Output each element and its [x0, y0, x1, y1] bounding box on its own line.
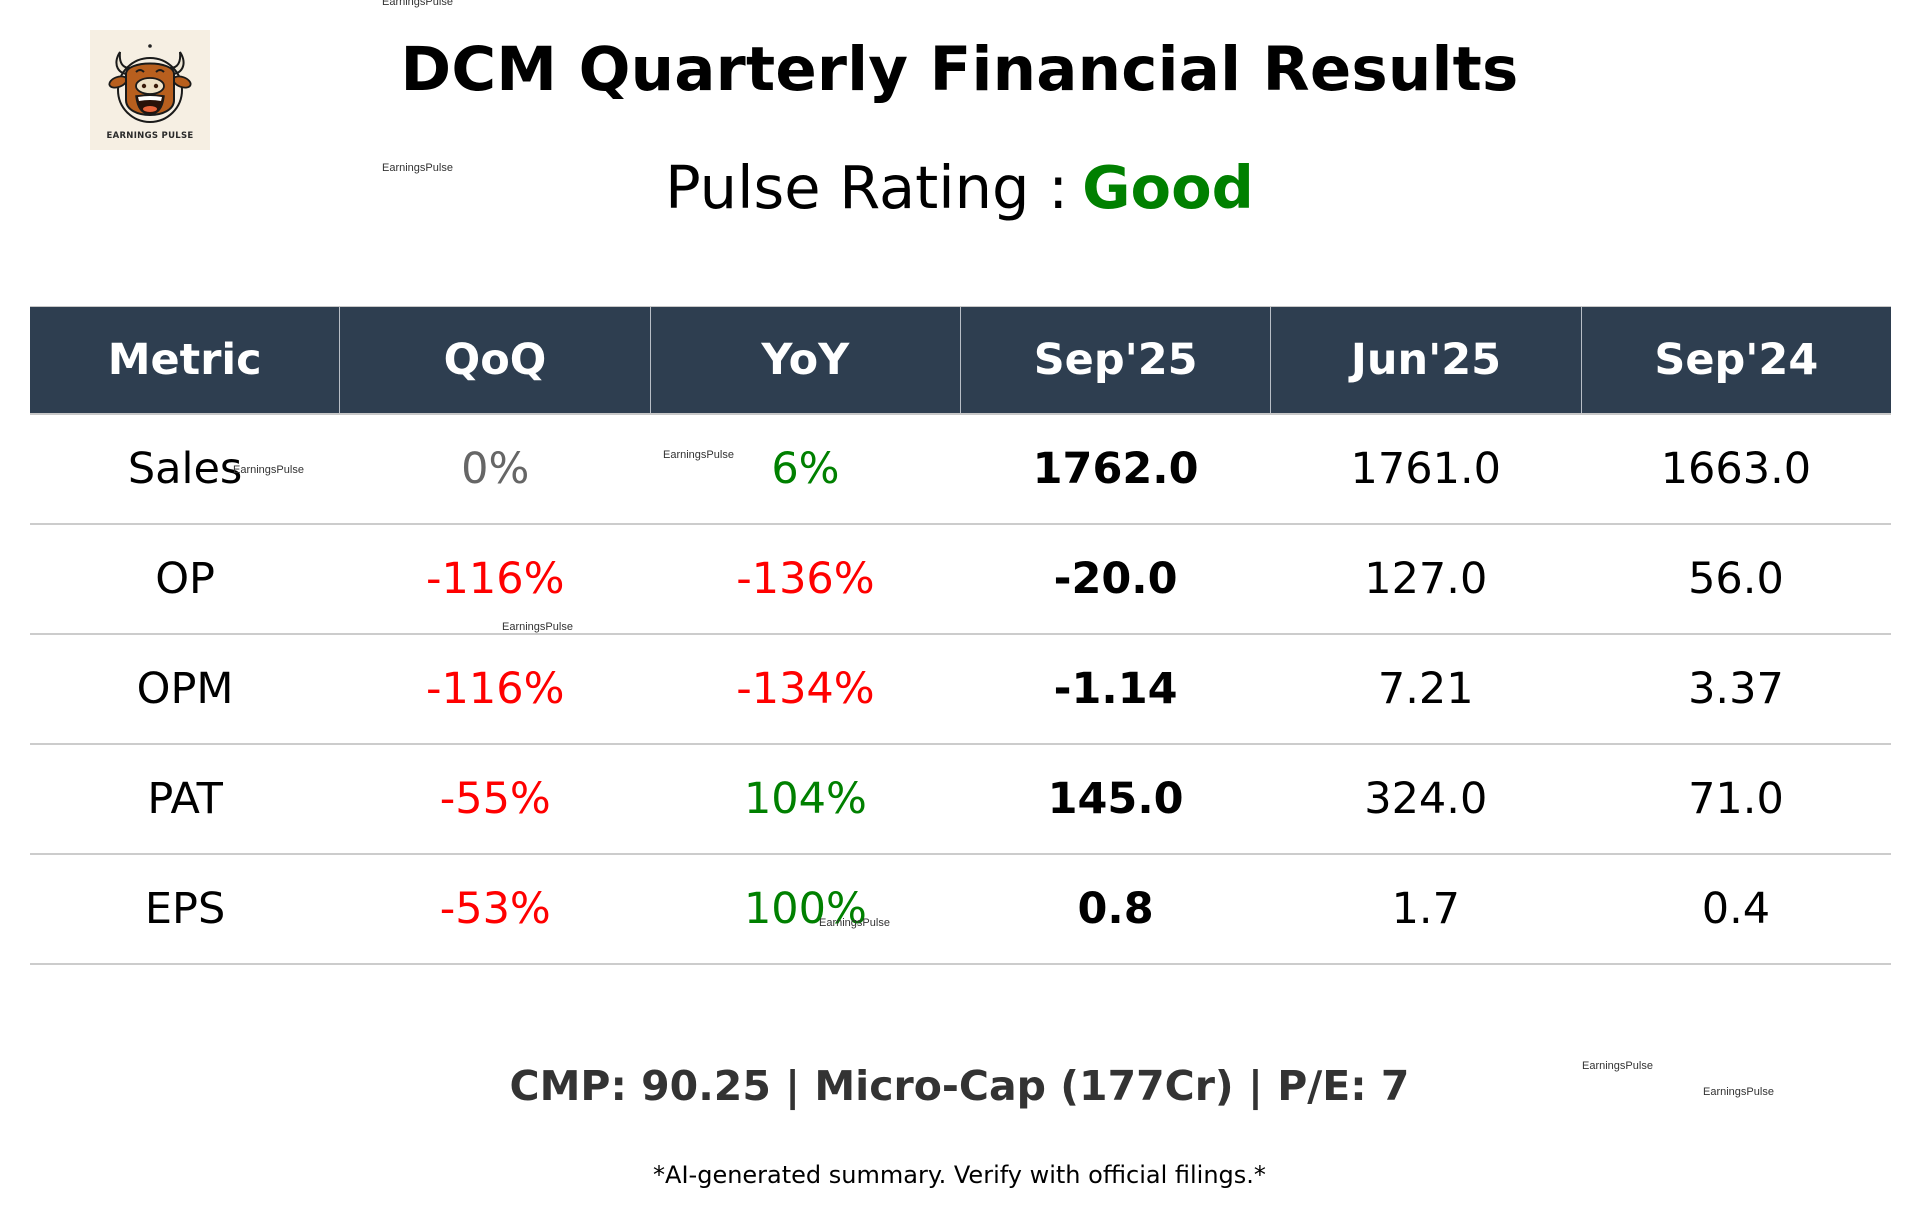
qoq-cell: -53%: [439, 884, 551, 934]
watermark: EarningsPulse: [663, 449, 734, 461]
column-header-sep24: Sep'24: [1580, 307, 1891, 413]
column-header-jun25: Jun'25: [1270, 307, 1580, 413]
rating-value: Good: [1082, 153, 1254, 222]
table-row: OPM -116% -134% -1.14 7.21 3.37: [30, 635, 1891, 745]
watermark: EarningsPulse: [819, 917, 890, 929]
column-header-metric: Metric: [107, 335, 262, 385]
table-row: EPS -53% 100% 0.8 1.7 0.4: [30, 855, 1891, 965]
rating-label: Pulse Rating :: [665, 153, 1069, 222]
jun25-cell: 1761.0: [1350, 444, 1501, 494]
yoy-cell: 100%: [743, 884, 867, 934]
metric-cell: PAT: [147, 774, 223, 824]
sep24-cell: 3.37: [1688, 664, 1784, 714]
yoy-cell: -134%: [736, 664, 875, 714]
market-summary: CMP: 90.25 | Micro-Cap (177Cr) | P/E: 7: [509, 1062, 1410, 1110]
watermark: EarningsPulse: [382, 0, 453, 8]
watermark: EarningsPulse: [1582, 1060, 1653, 1072]
qoq-cell: -55%: [439, 774, 551, 824]
disclaimer: *AI-generated summary. Verify with offic…: [653, 1161, 1266, 1189]
metric-cell: OP: [155, 554, 215, 604]
qoq-cell: 0%: [461, 444, 530, 494]
jun25-cell: 1.7: [1391, 884, 1460, 934]
sep24-cell: 1663.0: [1660, 444, 1812, 494]
metric-cell: OPM: [136, 664, 234, 714]
jun25-cell: 7.21: [1377, 664, 1474, 714]
table-row: PAT -55% 104% 145.0 324.0 71.0: [30, 745, 1891, 855]
results-table: Metric QoQ YoY Sep'25 Jun'25 Sep'24 Sale…: [30, 306, 1891, 965]
sep24-cell: 71.0: [1688, 774, 1784, 824]
column-header-sep25: Sep'25: [959, 307, 1270, 413]
table-header: Metric QoQ YoY Sep'25 Jun'25 Sep'24: [30, 306, 1891, 415]
sep25-cell: -1.14: [1053, 664, 1178, 714]
column-header-yoy: YoY: [649, 307, 960, 413]
jun25-cell: 324.0: [1364, 774, 1488, 824]
page-title: DCM Quarterly Financial Results: [400, 34, 1519, 105]
qoq-cell: -116%: [426, 664, 565, 714]
earnings-pulse-logo: EARNINGS PULSE: [90, 30, 210, 150]
pulse-rating: Pulse Rating : Good: [0, 152, 1919, 224]
sep25-cell: 0.8: [1077, 884, 1154, 934]
watermark: EarningsPulse: [1703, 1086, 1774, 1098]
table-row: OP -116% -136% -20.0 127.0 56.0: [30, 525, 1891, 635]
sep25-cell: 145.0: [1047, 774, 1184, 824]
watermark: EarningsPulse: [233, 464, 304, 476]
yoy-cell: 104%: [743, 774, 867, 824]
table-row: Sales 0% 6% 1762.0 1761.0 1663.0: [30, 415, 1891, 525]
qoq-cell: -116%: [426, 554, 565, 604]
sep25-cell: -20.0: [1053, 554, 1178, 604]
metric-cell: Sales: [127, 444, 243, 494]
jun25-cell: 127.0: [1364, 554, 1488, 604]
sep25-cell: 1762.0: [1032, 444, 1199, 494]
logo-text: EARNINGS PULSE: [106, 131, 194, 141]
metric-cell: EPS: [144, 884, 226, 934]
yoy-cell: 6%: [771, 444, 840, 494]
column-header-qoq: QoQ: [339, 307, 649, 413]
sep24-cell: 56.0: [1688, 554, 1784, 604]
sep24-cell: 0.4: [1701, 884, 1771, 934]
watermark: EarningsPulse: [382, 162, 453, 174]
watermark: EarningsPulse: [502, 621, 573, 633]
bull-mascot-icon: [108, 44, 192, 123]
yoy-cell: -136%: [736, 554, 875, 604]
